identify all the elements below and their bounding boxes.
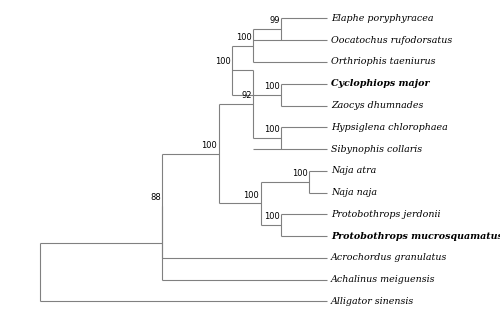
Text: 100: 100 xyxy=(264,82,280,91)
Text: Zaocys dhumnades: Zaocys dhumnades xyxy=(331,101,424,110)
Text: 92: 92 xyxy=(241,91,252,100)
Text: Acrochordus granulatus: Acrochordus granulatus xyxy=(331,253,448,262)
Text: Naja atra: Naja atra xyxy=(331,166,376,175)
Text: Elaphe poryphyracea: Elaphe poryphyracea xyxy=(331,14,434,23)
Text: 100: 100 xyxy=(201,141,216,150)
Text: Cyclophiops major: Cyclophiops major xyxy=(331,79,430,88)
Text: 88: 88 xyxy=(150,193,160,202)
Text: 100: 100 xyxy=(236,33,252,42)
Text: 100: 100 xyxy=(264,125,280,134)
Text: Alligator sinensis: Alligator sinensis xyxy=(331,297,414,306)
Text: 100: 100 xyxy=(243,191,259,200)
Text: Oocatochus rufodorsatus: Oocatochus rufodorsatus xyxy=(331,36,452,45)
Text: Orthriophis taeniurus: Orthriophis taeniurus xyxy=(331,58,436,66)
Text: Naja naja: Naja naja xyxy=(331,188,377,197)
Text: 100: 100 xyxy=(264,212,280,221)
Text: Sibynophis collaris: Sibynophis collaris xyxy=(331,145,422,154)
Text: Achalinus meiguensis: Achalinus meiguensis xyxy=(331,275,436,284)
Text: Protobothrops mucrosquamatus: Protobothrops mucrosquamatus xyxy=(331,232,500,241)
Text: 99: 99 xyxy=(269,16,280,25)
Text: 100: 100 xyxy=(292,169,308,178)
Text: 100: 100 xyxy=(215,57,230,66)
Text: Hypsiglena chlorophaea: Hypsiglena chlorophaea xyxy=(331,123,448,132)
Text: Protobothrops jerdonii: Protobothrops jerdonii xyxy=(331,210,440,219)
